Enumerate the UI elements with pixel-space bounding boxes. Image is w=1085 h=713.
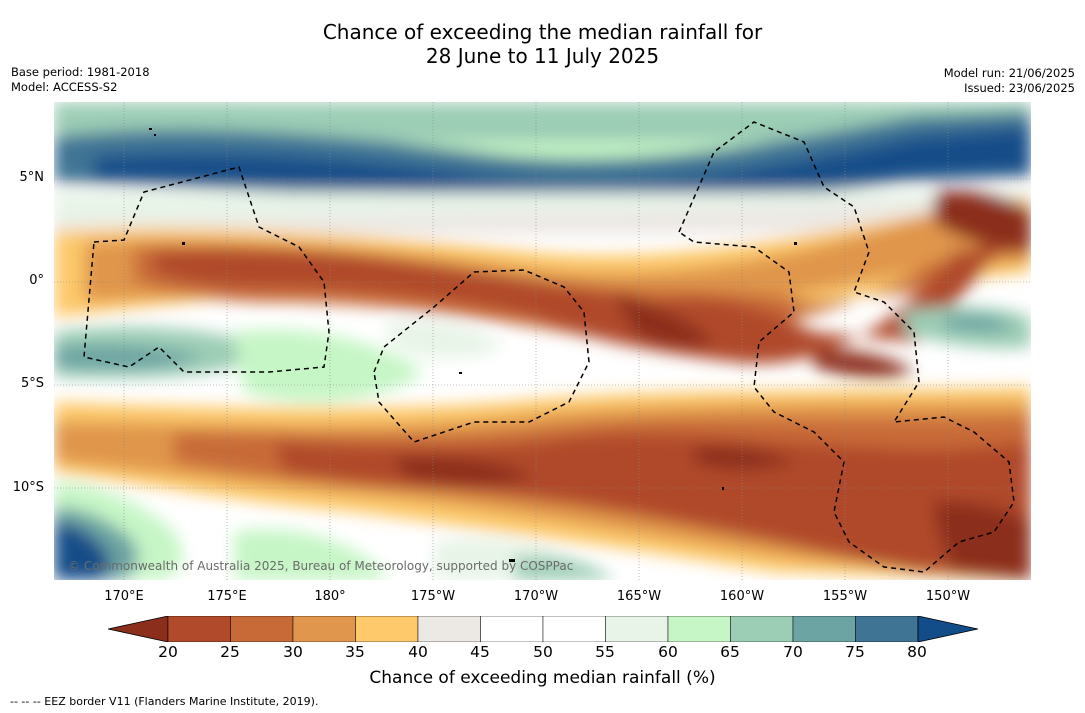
- colorbar-tick: 20: [158, 643, 178, 661]
- lon-label-170w: 170°W: [513, 589, 559, 604]
- colorbar-swatch: [605, 615, 669, 643]
- colorbar-tick: 25: [220, 643, 240, 661]
- colorbar-swatches: [107, 615, 979, 643]
- colorbar-swatch: [167, 615, 231, 643]
- colorbar-label: Chance of exceeding median rainfall (%): [369, 668, 716, 688]
- colorbar-swatch: [230, 615, 294, 643]
- lon-label-160w: 160°W: [719, 589, 765, 604]
- colorbar-swatch: [417, 615, 481, 643]
- lat-label-0: 0°: [29, 273, 44, 288]
- title-line-1: Chance of exceeding the median rainfall …: [322, 20, 763, 44]
- colorbar-swatch: [667, 615, 731, 643]
- colorbar-tick: 60: [658, 643, 678, 661]
- lat-label-5s: 5°S: [20, 376, 44, 391]
- colorbar-tick: 35: [345, 643, 365, 661]
- colorbar-tick: 75: [845, 643, 865, 661]
- lon-label-165w: 165°W: [616, 589, 662, 604]
- base-period: Base period: 1981-2018: [11, 65, 150, 79]
- colorbar-swatch: [542, 615, 606, 643]
- colorbar-extend-low: [107, 615, 169, 643]
- model-name: Model: ACCESS-S2: [11, 79, 118, 94]
- lon-label-155w: 155°W: [822, 589, 868, 604]
- colorbar-swatch: [855, 615, 919, 643]
- colorbar-tick: 40: [408, 643, 428, 661]
- colorbar-tick: 65: [720, 643, 740, 661]
- lon-label-150w: 150°W: [925, 589, 971, 604]
- title-line-2: 28 June to 11 July 2025: [425, 44, 660, 68]
- colorbar-swatch: [480, 615, 544, 643]
- meta-left: Base period: 1981-2018 Model: ACCESS-S2: [11, 65, 150, 94]
- lon-label-175e: 175°E: [207, 589, 247, 604]
- rainfall-field: [54, 102, 1031, 580]
- colorbar-extend-high: [917, 615, 979, 643]
- map-title: Chance of exceeding the median rainfall …: [0, 20, 1085, 68]
- colorbar-tick: 80: [907, 643, 927, 661]
- colorbar-tick: 55: [595, 643, 615, 661]
- copyright-notice: © Commonwealth of Australia 2025, Bureau…: [68, 559, 574, 573]
- colorbar-tick: 50: [533, 643, 553, 661]
- issued-date: Issued: 23/06/2025: [964, 80, 1075, 95]
- meta-right: Model run: 21/06/2025 Issued: 23/06/2025: [944, 66, 1075, 95]
- colorbar: [107, 615, 979, 646]
- colorbar-tick: 45: [470, 643, 490, 661]
- lon-label-170e: 170°E: [104, 589, 144, 604]
- rainfall-map: © Commonwealth of Australia 2025, Bureau…: [54, 102, 1031, 580]
- lat-label-5n: 5°N: [19, 170, 45, 185]
- colorbar-tick: 70: [783, 643, 803, 661]
- colorbar-swatch: [730, 615, 794, 643]
- eez-footnote: -- -- -- EEZ border V11 (Flanders Marine…: [10, 695, 319, 708]
- colorbar-swatch: [355, 615, 419, 643]
- lon-label-175w: 175°W: [410, 589, 456, 604]
- colorbar-tick: 30: [283, 643, 303, 661]
- lon-label-180: 180°: [314, 589, 346, 604]
- colorbar-swatch: [792, 615, 856, 643]
- lat-label-10s: 10°S: [12, 480, 44, 495]
- model-run: Model run: 21/06/2025: [943, 66, 1075, 80]
- colorbar-swatch: [292, 615, 356, 643]
